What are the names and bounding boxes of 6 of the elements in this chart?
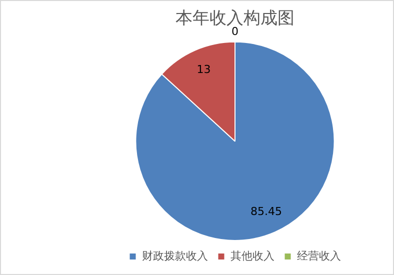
legend-label: 经营收入 bbox=[296, 249, 341, 262]
legend-label: 财政拨款收入 bbox=[142, 249, 208, 262]
text: 0 bbox=[232, 24, 238, 38]
data-label: 13 bbox=[196, 63, 211, 76]
data-label: 85.45 bbox=[250, 204, 282, 218]
legend-label: 其他收入 bbox=[230, 249, 274, 262]
